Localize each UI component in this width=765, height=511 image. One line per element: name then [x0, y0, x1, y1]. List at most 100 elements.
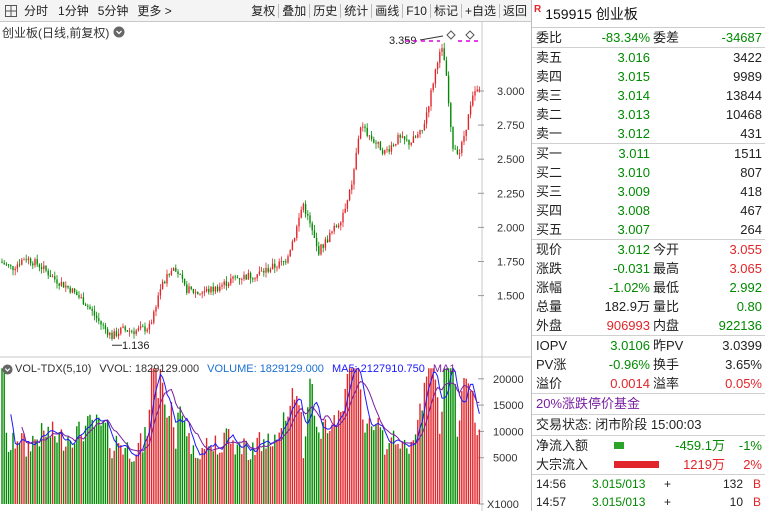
candle-body [148, 323, 151, 330]
candle-body [298, 217, 300, 227]
chart-options-dropdown-icon[interactable] [113, 26, 125, 38]
candle-body [274, 263, 276, 268]
chart-title: 创业板(日线,前复权) [2, 25, 110, 40]
volume-bar [10, 450, 12, 504]
candle-body [144, 326, 146, 332]
candle-body [238, 277, 241, 280]
candle-body [34, 259, 36, 266]
tick-list: 14:56 3.015/013 +132 B 14:57 3.015/013 +10 B [532, 475, 765, 511]
ask-row[interactable]: 卖五 3.016 3422 [532, 48, 765, 67]
volume-bar [344, 388, 346, 504]
volume-bar [252, 442, 254, 504]
volume-bar [161, 382, 164, 504]
candle-body [212, 286, 214, 292]
stat-value: 2.992 [729, 280, 762, 295]
tick-flag: B [752, 495, 761, 509]
toolbar-f10-button[interactable]: F10 [406, 3, 427, 18]
bid-row[interactable]: 买四 3.008 467 [532, 201, 765, 220]
bid-row[interactable]: 买三 3.009 418 [532, 182, 765, 201]
volume-bar [337, 410, 340, 504]
candle-body [161, 281, 164, 290]
volume-bar [139, 433, 142, 504]
volume-bar [300, 412, 302, 504]
volume-bar [263, 439, 265, 504]
candle-body [276, 267, 278, 269]
candle-body [458, 153, 461, 154]
toolbar-tab-intraday[interactable]: 分时 [24, 3, 49, 18]
volume-bar [104, 422, 107, 504]
toolbar-back-button[interactable]: 返回 [502, 3, 527, 18]
kline-chart-panel[interactable]: 3.000 2.750 2.500 2.250 2.000 1.750 1.500 20000… [0, 22, 531, 511]
ask-row[interactable]: 卖四 3.015 9989 [532, 67, 765, 86]
candle-body [102, 324, 104, 326]
candle-body [47, 270, 49, 276]
toolbar-history-button[interactable]: 历史 [313, 3, 338, 18]
candle-body [69, 287, 71, 293]
volume-bar [362, 419, 364, 504]
candle-body [403, 136, 406, 140]
candle-body [472, 95, 474, 106]
volume-bar [329, 430, 331, 504]
volume-bar [230, 443, 232, 504]
bid-row[interactable]: 买二 3.010 807 [532, 163, 765, 182]
candle-body [368, 135, 371, 137]
candle-body [419, 130, 421, 135]
candle-body [265, 267, 267, 273]
candle-body [93, 310, 96, 316]
toolbar-stats-button[interactable]: 统计 [344, 3, 369, 18]
quote-header: R 159915 创业板 [532, 0, 765, 28]
level-volume: 467 [740, 203, 762, 218]
candle-body [232, 276, 234, 279]
volume-ma10-line [21, 381, 480, 452]
candle-body [168, 274, 170, 275]
candle-body [104, 325, 107, 329]
level-volume: 264 [740, 222, 762, 237]
volume-bar [311, 383, 313, 504]
volume-bar [179, 406, 181, 504]
toolbar-draw-button[interactable]: 画线 [375, 3, 400, 18]
ask-row[interactable]: 卖一 3.012 431 [532, 124, 765, 143]
ask-row[interactable]: 卖三 3.014 13844 [532, 86, 765, 105]
candle-body [3, 262, 5, 265]
tick-price: 3.015/013 [592, 477, 646, 491]
candle-body [128, 330, 131, 332]
candle-body [417, 134, 419, 138]
price-axis-label: 2.000 [497, 222, 525, 234]
divider [532, 335, 765, 336]
kline-chart[interactable]: 3.000 2.750 2.500 2.250 2.000 1.750 1.500 20000… [0, 22, 531, 511]
toolbar-tab-1min[interactable]: 1分钟 [58, 3, 89, 18]
toolbar-adjust-button[interactable]: 复权 [251, 3, 276, 18]
candle-body [131, 330, 133, 332]
candle-body [311, 223, 313, 231]
volume-bar [256, 437, 258, 504]
level-volume: 9989 [733, 69, 762, 84]
volume-settings-dropdown-icon[interactable] [2, 363, 13, 375]
ask-row[interactable]: 卖二 3.013 10468 [532, 105, 765, 124]
toolbar-more-button[interactable]: 更多 > [137, 3, 172, 18]
candle-body [353, 169, 355, 185]
volume-bar [456, 436, 459, 504]
level-volume: 807 [740, 165, 762, 180]
volume-bar [421, 410, 423, 504]
flow-row: 大宗流入 1219万 2% [532, 455, 765, 474]
bid-row[interactable]: 买五 3.007 264 [532, 220, 765, 239]
bid-row[interactable]: 买一 3.011 1511 [532, 144, 765, 163]
candle-body [122, 326, 124, 328]
toolbar-add-watchlist-button[interactable]: +自选 [464, 3, 496, 18]
grid-menu-icon[interactable] [0, 0, 22, 22]
volume-bar [1, 368, 3, 504]
candle-body [474, 91, 476, 96]
toolbar-mark-button[interactable]: 标记 [433, 3, 458, 18]
price-axis-label: 1.750 [497, 257, 525, 269]
candle-body [260, 270, 263, 272]
volume-bar [65, 446, 67, 504]
toolbar-overlay-button[interactable]: 叠加 [282, 3, 307, 18]
candle-body [192, 289, 195, 293]
candle-body [362, 126, 364, 128]
candle-body [142, 326, 144, 328]
volume-bar [210, 446, 212, 504]
candle-body [296, 226, 298, 238]
toolbar-tab-5min[interactable]: 5分钟 [97, 3, 129, 18]
candle-body [432, 83, 434, 91]
candle-body [29, 258, 32, 264]
